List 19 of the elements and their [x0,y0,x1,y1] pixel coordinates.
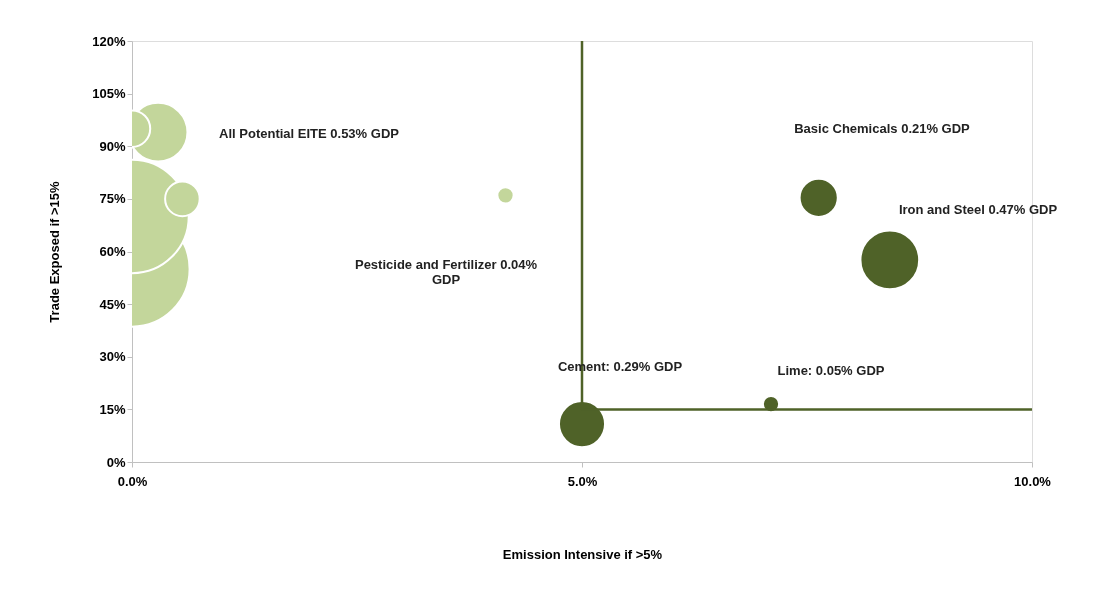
x-tick-label: 10.0% [1014,473,1052,489]
annotation: All Potential EITE 0.53% GDP [219,126,400,141]
annotation: Lime: 0.05% GDP [777,363,885,378]
y-tick-label: 75% [99,191,126,207]
y-tick-label: 45% [99,296,126,312]
x-axis-title: Emission Intensive if >5% [502,546,663,562]
y-tick-label: 90% [99,138,126,154]
x-tick-label: 0.0% [117,473,148,489]
y-tick-label: 15% [99,401,126,417]
annotation: Basic Chemicals 0.21% GDP [794,121,971,136]
y-tick-label: 105% [92,86,126,102]
annotation: Pesticide and Fertilizer 0.04% GDP [354,257,538,287]
y-tick-label: 120% [92,33,126,49]
x-tick-label: 5.0% [567,473,598,489]
y-tick-label: 30% [99,349,126,365]
y-tick-label: 0% [106,454,126,470]
annotation: Iron and Steel 0.47% GDP [898,202,1058,217]
y-tick-label: 60% [99,244,126,259]
y-axis-title: Trade Exposed if >15% [47,180,63,323]
